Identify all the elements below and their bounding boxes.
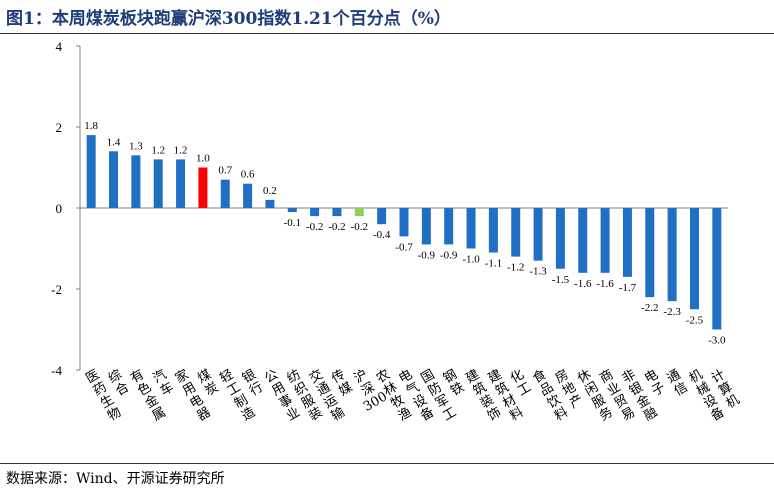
category-label: 国防军工 [419,367,460,424]
bar [578,208,588,273]
bar [533,208,543,261]
category-label: 轻工制造 [218,367,259,424]
category-label: 商业贸易 [597,367,638,424]
data-label: -1.2 [507,262,524,274]
bar [86,135,96,208]
bar [399,208,409,237]
bar [645,208,655,298]
bar [466,208,476,249]
category-label: 银行 [240,367,266,399]
category-label: 电子 [642,367,668,399]
data-label: -0.2 [306,221,323,233]
data-label: 1.2 [174,144,188,156]
data-label: -1.1 [485,258,502,270]
bar [109,151,119,208]
bar [287,208,297,213]
bar [600,208,610,273]
bar [689,208,699,310]
category-label: 化工 [508,367,534,399]
bar [310,208,320,217]
bar [131,155,141,208]
bar [265,199,275,208]
y-tick-label: 4 [56,39,63,54]
data-label: -1.6 [574,278,592,290]
y-tick-label: -2 [51,282,62,297]
category-label: 非银金融 [620,367,661,424]
data-label: -0.2 [328,221,345,233]
bar [488,208,498,253]
data-label: 0.2 [263,185,277,197]
bar [444,208,454,245]
data-label: 1.0 [196,153,210,165]
bar [622,208,632,277]
category-label: 综合 [106,367,132,399]
category-label: 医药生物 [84,367,125,424]
category-label: 农林牧渔 [374,367,415,424]
bar [555,208,565,269]
data-label: 0.6 [241,169,255,181]
bar [511,208,521,257]
data-label: -3.0 [708,335,726,347]
bar [667,208,677,302]
bar [332,208,342,217]
y-tick-label: 0 [56,201,63,216]
data-label: -1.6 [596,278,614,290]
data-label: -0.2 [351,221,368,233]
bar [377,208,387,225]
category-label: 传媒 [329,367,355,399]
category-label: 有色金属 [128,367,169,424]
y-tick-label: 2 [56,120,63,135]
data-label: -0.4 [373,229,391,241]
top-rule [0,33,774,34]
category-label: 休闲服务 [575,367,616,424]
data-label: 1.3 [129,140,143,152]
y-tick-label: -4 [51,363,62,378]
category-label: 钢铁 [441,367,467,399]
category-label: 计算机 [709,367,742,412]
category-label: 公用事业 [262,367,303,424]
bar [220,179,230,208]
data-label: -0.7 [395,241,413,253]
category-label: 建筑材料 [486,367,527,424]
data-label: -2.2 [641,302,658,314]
category-label: 煤炭 [195,367,221,399]
category-label: 家用电器 [172,366,213,424]
data-label: -1.0 [462,254,480,266]
bar [354,208,364,217]
data-label: 1.4 [107,136,121,148]
bottom-rule [0,463,774,464]
data-label: -1.5 [552,274,570,286]
bar [712,208,722,330]
data-label: -0.1 [284,217,301,229]
page-title: 图1：本周煤炭板块跑赢沪深300指数1.21个百分点（%） [6,9,451,29]
data-label: -1.3 [529,266,547,278]
data-label: 0.7 [218,165,232,177]
data-label: 1.8 [84,120,98,132]
bar [176,159,186,208]
data-label: -0.9 [418,249,436,261]
data-label: -1.7 [619,282,637,294]
category-label: 纺织服装 [285,367,326,424]
bar [243,183,253,208]
data-label: -2.3 [663,306,681,318]
bar [198,167,208,208]
bar [153,159,163,208]
data-label: -2.5 [686,314,704,326]
data-label: 1.2 [151,144,165,156]
category-label: 通信 [664,367,690,399]
bar [421,208,431,245]
data-label: -0.9 [440,249,458,261]
source-note: 数据来源：Wind、开源证券研究所 [6,471,225,487]
